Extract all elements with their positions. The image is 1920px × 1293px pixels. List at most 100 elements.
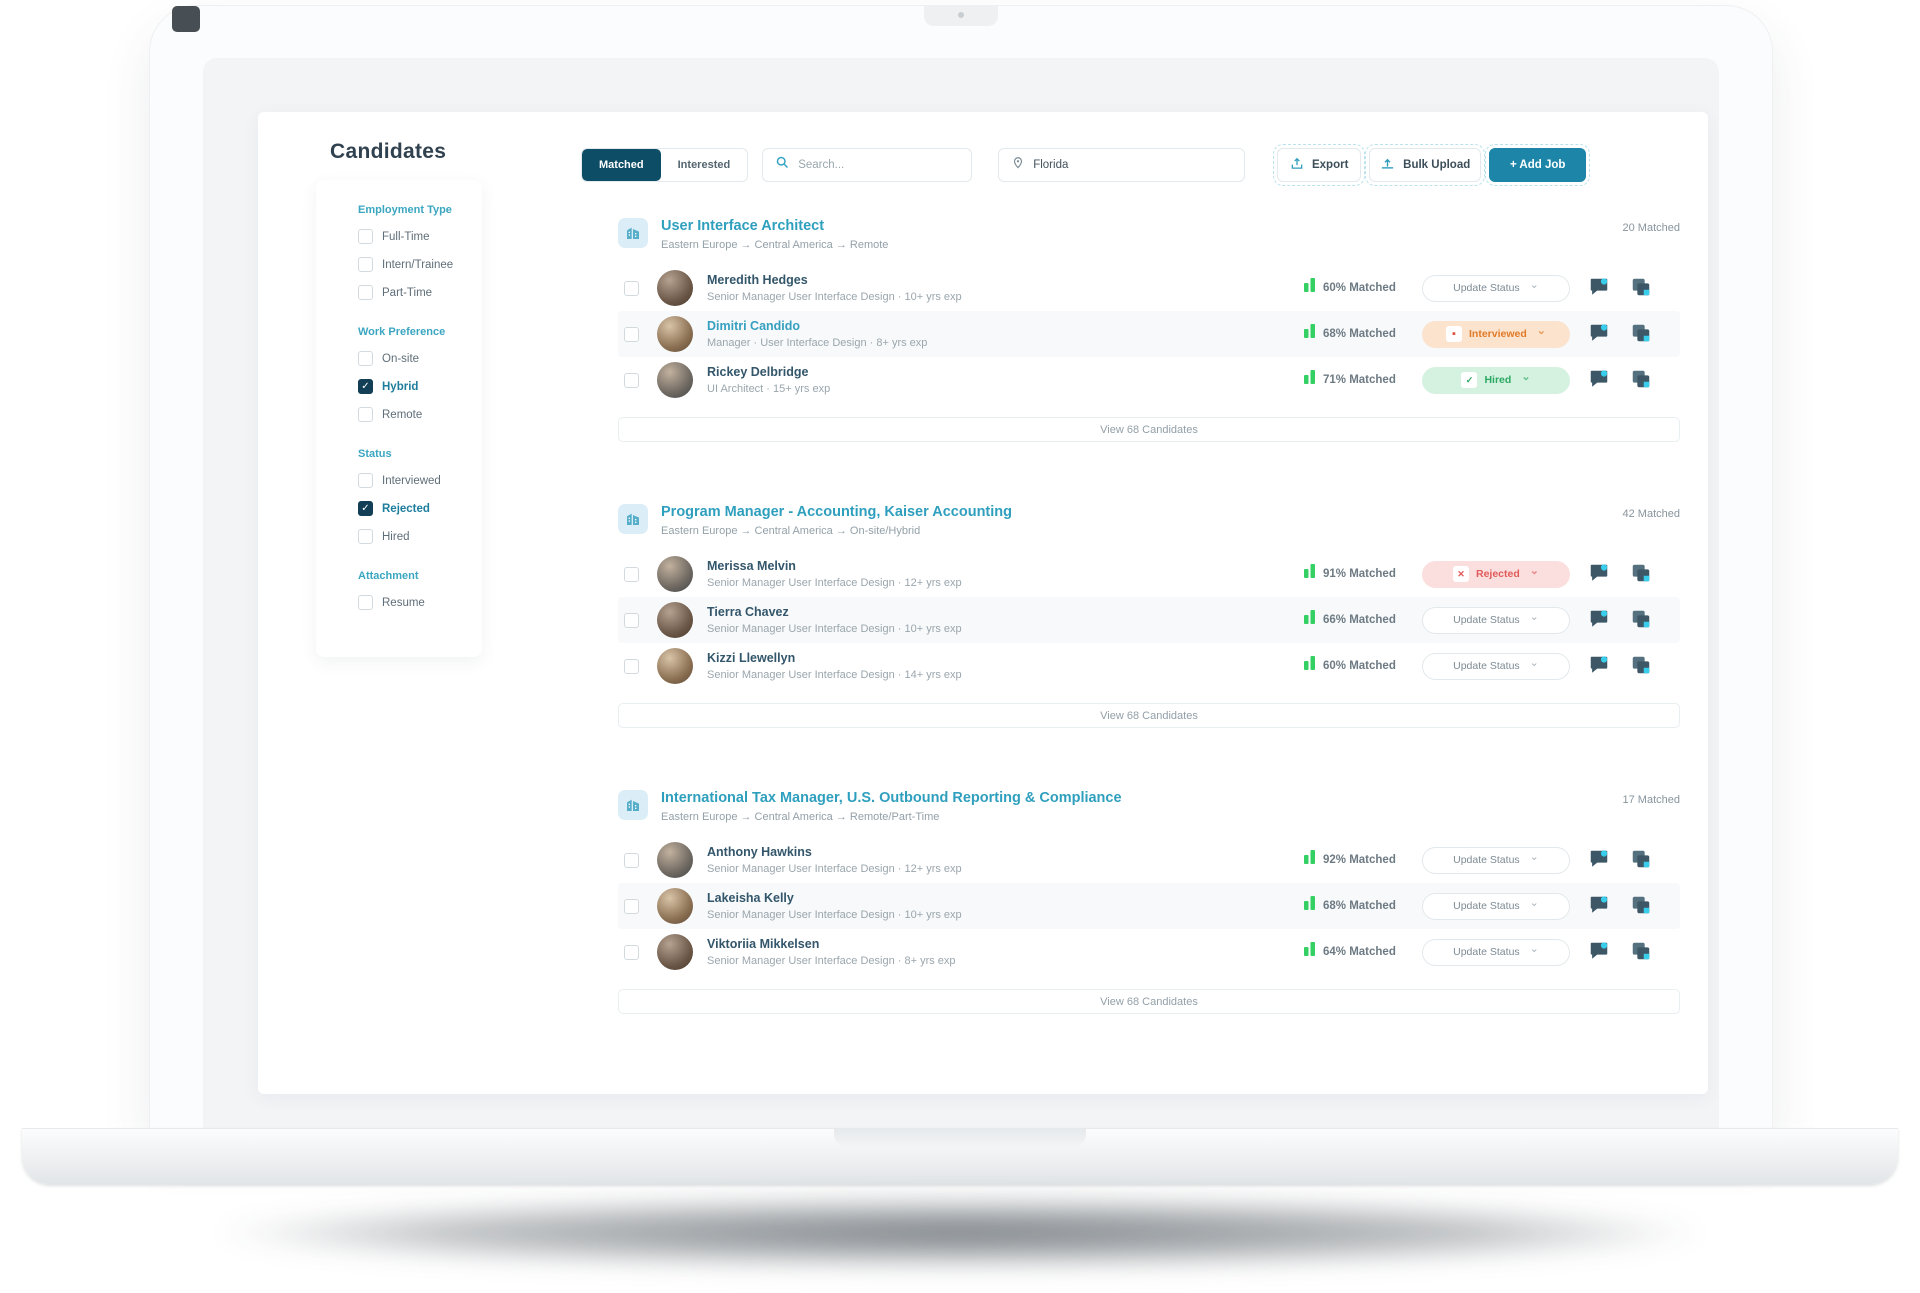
filter-section-title: Attachment: [358, 570, 419, 582]
status-dropdown[interactable]: Update Status: [1422, 274, 1570, 302]
message-button[interactable]: [1586, 893, 1612, 919]
job-title[interactable]: International Tax Manager, U.S. Outbound…: [661, 790, 1122, 806]
bulk-upload-button[interactable]: Bulk Upload: [1365, 144, 1486, 186]
message-button[interactable]: [1586, 367, 1612, 393]
filter-item-remote[interactable]: Remote: [358, 407, 468, 422]
filter-label: Intern/Trainee: [382, 258, 454, 271]
message-button[interactable]: [1586, 275, 1612, 301]
candidate-name[interactable]: Kizzi Llewellyn: [707, 651, 796, 665]
candidate-name[interactable]: Tierra Chavez: [707, 605, 789, 619]
status-dropdown[interactable]: Update Status: [1422, 938, 1570, 966]
location-field[interactable]: [998, 148, 1246, 182]
status-dropdown[interactable]: Update Status: [1422, 846, 1570, 874]
camera-notch: [924, 6, 998, 26]
row-checkbox[interactable]: [624, 852, 639, 868]
message-button[interactable]: [1586, 321, 1612, 347]
copy-button[interactable]: [1628, 847, 1654, 873]
filter-item-intern-trainee[interactable]: Intern/Trainee: [358, 257, 468, 272]
filter-section-title: Status: [358, 448, 392, 460]
filter-item-hired[interactable]: Hired: [358, 529, 468, 544]
candidate-name[interactable]: Lakeisha Kelly: [707, 891, 794, 905]
copy-button[interactable]: [1628, 607, 1654, 633]
status-dropdown[interactable]: Rejected: [1422, 560, 1570, 588]
checkbox[interactable]: [358, 501, 373, 516]
row-checkbox[interactable]: [624, 566, 639, 582]
row-checkbox[interactable]: [624, 326, 639, 342]
candidate-meta: Senior Manager User Interface Design · 1…: [707, 669, 962, 681]
filter-item-full-time[interactable]: Full-Time: [358, 229, 468, 244]
add-job-label: + Add Job: [1509, 159, 1566, 171]
status-dropdown[interactable]: Update Status: [1422, 892, 1570, 920]
checkbox[interactable]: [358, 257, 373, 272]
search-input[interactable]: [798, 159, 960, 171]
avatar: [657, 888, 693, 924]
view-all-candidates-button[interactable]: View 68 Candidates: [618, 989, 1680, 1014]
row-checkbox[interactable]: [624, 612, 639, 628]
tab-matched[interactable]: Matched: [582, 149, 661, 181]
job-title[interactable]: Program Manager - Accounting, Kaiser Acc…: [661, 504, 1013, 520]
message-button[interactable]: [1586, 561, 1612, 587]
row-checkbox[interactable]: [624, 898, 639, 914]
export-button[interactable]: Export: [1273, 144, 1366, 186]
copy-button[interactable]: [1628, 275, 1654, 301]
job-title[interactable]: User Interface Architect: [661, 218, 825, 234]
candidate-name[interactable]: Merissa Melvin: [707, 559, 796, 573]
row-checkbox[interactable]: [624, 944, 639, 960]
add-job-button[interactable]: + Add Job: [1485, 144, 1591, 186]
message-button[interactable]: [1586, 653, 1612, 679]
message-button[interactable]: [1586, 939, 1612, 965]
candidate-name[interactable]: Rickey Delbridge: [707, 365, 809, 379]
match-icon: [1304, 564, 1316, 584]
checkbox[interactable]: [358, 229, 373, 244]
match-indicator: 68% Matched: [1304, 896, 1408, 916]
row-checkbox[interactable]: [624, 280, 639, 296]
candidate-name[interactable]: Viktoriia Mikkelsen: [707, 937, 820, 951]
view-all-candidates-button[interactable]: View 68 Candidates: [618, 417, 1680, 442]
tab-interested[interactable]: Interested: [677, 159, 731, 171]
location-input[interactable]: [1033, 159, 1233, 171]
filter-item-interviewed[interactable]: Interviewed: [358, 473, 468, 488]
checkbox[interactable]: [358, 379, 373, 394]
filter-item-resume[interactable]: Resume: [358, 595, 468, 610]
filter-label: On-site: [382, 352, 420, 365]
status-dropdown[interactable]: Interviewed: [1422, 320, 1570, 348]
filter-label: Hired: [382, 530, 410, 543]
screen: Candidates Matched Interested: [203, 58, 1719, 1128]
export-icon: [1290, 157, 1304, 174]
view-all-candidates-button[interactable]: View 68 Candidates: [618, 703, 1680, 728]
status-dropdown[interactable]: Hired: [1422, 366, 1570, 394]
row-checkbox[interactable]: [624, 372, 639, 388]
checkbox[interactable]: [358, 351, 373, 366]
status-dropdown[interactable]: Update Status: [1422, 606, 1570, 634]
checkbox[interactable]: [358, 473, 373, 488]
message-button[interactable]: [1586, 607, 1612, 633]
copy-button[interactable]: [1628, 893, 1654, 919]
status-dropdown[interactable]: Update Status: [1422, 652, 1570, 680]
candidate-name[interactable]: Anthony Hawkins: [707, 845, 812, 859]
message-button[interactable]: [1586, 847, 1612, 873]
avatar: [657, 316, 693, 352]
copy-button[interactable]: [1628, 321, 1654, 347]
checkbox[interactable]: [358, 595, 373, 610]
copy-button[interactable]: [1628, 561, 1654, 587]
filter-label: Full-Time: [382, 230, 430, 243]
copy-button[interactable]: [1628, 939, 1654, 965]
filter-item-rejected[interactable]: Rejected: [358, 501, 468, 516]
filter-item-hybrid[interactable]: Hybrid: [358, 379, 468, 394]
status-label: Rejected: [1476, 568, 1520, 580]
search-icon: [775, 155, 790, 175]
camera-dot: [958, 12, 964, 18]
filter-item-part-time[interactable]: Part-Time: [358, 285, 468, 300]
search-field[interactable]: [762, 148, 973, 182]
row-checkbox[interactable]: [624, 658, 639, 674]
candidate-name[interactable]: Meredith Hedges: [707, 273, 808, 287]
checkbox[interactable]: [358, 285, 373, 300]
copy-button[interactable]: [1628, 367, 1654, 393]
candidate-name[interactable]: Dimitri Candido: [707, 319, 801, 333]
copy-button[interactable]: [1628, 653, 1654, 679]
filter-item-on-site[interactable]: On-site: [358, 351, 468, 366]
checkbox[interactable]: [358, 529, 373, 544]
checkbox[interactable]: [358, 407, 373, 422]
laptop-base: [22, 1128, 1898, 1184]
copy-icon: [1630, 848, 1652, 873]
